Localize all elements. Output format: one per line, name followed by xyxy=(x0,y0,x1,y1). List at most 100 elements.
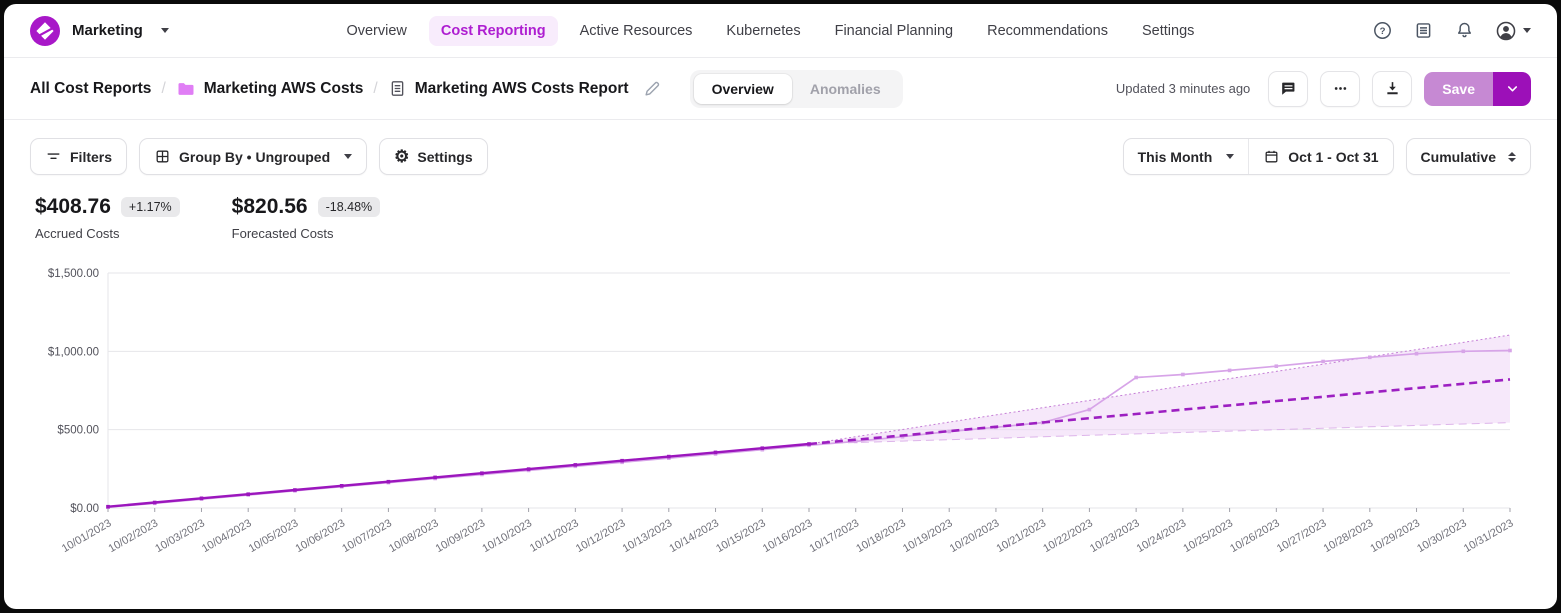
svg-text:10/28/2023: 10/28/2023 xyxy=(1322,517,1376,555)
grid-icon xyxy=(156,150,169,163)
nav-item-recommendations[interactable]: Recommendations xyxy=(987,22,1108,39)
svg-text:$500.00: $500.00 xyxy=(57,425,99,437)
date-range-label: Oct 1 - Oct 31 xyxy=(1288,148,1379,165)
cost-chart-canvas: $0.00 $500.00 $1,000.00 $1,500.00 10/01/2023… xyxy=(48,268,1516,555)
breadcrumb-separator: / xyxy=(373,79,378,97)
tab-overview[interactable]: Overview xyxy=(693,73,792,104)
svg-text:10/10/2023: 10/10/2023 xyxy=(480,517,534,555)
app-window: Marketing Overview Cost Reporting Active… xyxy=(4,4,1557,609)
filters-button[interactable]: Filters xyxy=(30,138,128,175)
filter-icon xyxy=(47,153,60,159)
period-select[interactable]: This Month xyxy=(1124,139,1249,174)
document-icon xyxy=(1416,23,1431,38)
svg-text:10/07/2023: 10/07/2023 xyxy=(340,517,394,555)
svg-text:$1,500.00: $1,500.00 xyxy=(48,268,99,280)
rename-report-button[interactable] xyxy=(643,79,662,98)
nav-item-overview[interactable]: Overview xyxy=(346,22,407,39)
svg-text:10/15/2023: 10/15/2023 xyxy=(714,517,768,555)
period-label: This Month xyxy=(1137,148,1213,165)
svg-text:10/29/2023: 10/29/2023 xyxy=(1368,517,1422,555)
svg-text:10/27/2023: 10/27/2023 xyxy=(1275,517,1329,555)
nav-item-kubernetes[interactable]: Kubernetes xyxy=(726,22,801,39)
chevron-down-icon xyxy=(1523,28,1531,33)
nav-item-active-resources[interactable]: Active Resources xyxy=(579,22,693,39)
chart-toolbar: Filters Group By • Ungrouped ⚙ Settings … xyxy=(4,120,1557,175)
docs-button[interactable] xyxy=(1413,20,1434,41)
calendar-icon xyxy=(1265,150,1278,163)
vantage-logo-icon xyxy=(30,15,60,46)
up-down-arrows-icon xyxy=(1508,151,1516,162)
org-switcher[interactable]: Marketing xyxy=(30,15,169,46)
report-header-actions: Updated 3 minutes ago xyxy=(1116,70,1531,107)
svg-text:10/25/2023: 10/25/2023 xyxy=(1181,517,1235,555)
download-icon xyxy=(1387,82,1398,95)
breadcrumb-separator: / xyxy=(161,79,166,97)
svg-text:10/31/2023: 10/31/2023 xyxy=(1462,517,1516,555)
chevron-down-icon xyxy=(160,28,169,33)
comments-button[interactable] xyxy=(1268,70,1309,107)
chevron-down-icon xyxy=(1507,86,1517,92)
ellipsis-icon xyxy=(1334,87,1346,90)
help-icon: ? xyxy=(1374,22,1391,39)
nav-item-financial-planning[interactable]: Financial Planning xyxy=(834,22,954,39)
svg-text:10/01/2023: 10/01/2023 xyxy=(60,517,114,555)
group-by-label: Group By • Ungrouped xyxy=(179,148,331,165)
svg-text:10/30/2023: 10/30/2023 xyxy=(1415,517,1469,555)
svg-text:10/02/2023: 10/02/2023 xyxy=(107,517,161,555)
group-by-button[interactable]: Group By • Ungrouped xyxy=(139,138,368,175)
tab-anomalies[interactable]: Anomalies xyxy=(809,80,881,97)
nav-item-cost-reporting[interactable]: Cost Reporting xyxy=(428,15,558,46)
svg-text:10/04/2023: 10/04/2023 xyxy=(200,517,254,555)
download-button[interactable] xyxy=(1372,70,1413,107)
chevron-down-icon xyxy=(344,154,353,159)
breadcrumb-all-cost-reports[interactable]: All Cost Reports xyxy=(30,79,152,97)
pencil-icon xyxy=(645,81,659,96)
save-button[interactable]: Save xyxy=(1424,71,1493,106)
folder-icon xyxy=(178,82,194,95)
date-controls: This Month Oct 1 - Oct 31 xyxy=(1122,138,1394,175)
nav-item-settings[interactable]: Settings xyxy=(1142,22,1195,39)
more-actions-button[interactable] xyxy=(1320,70,1361,107)
aggregation-mode-label: Cumulative xyxy=(1420,148,1496,165)
breadcrumb-report-label: Marketing AWS Costs Report xyxy=(414,79,629,97)
settings-button[interactable]: ⚙ Settings xyxy=(379,138,488,175)
avatar-icon xyxy=(1496,21,1516,40)
breadcrumb-folder[interactable]: Marketing AWS Costs xyxy=(176,79,363,99)
report-header: All Cost Reports / Marketing AWS Costs /… xyxy=(4,58,1557,120)
settings-label: Settings xyxy=(417,148,473,165)
filters-label: Filters xyxy=(70,148,113,165)
svg-text:10/09/2023: 10/09/2023 xyxy=(434,517,488,555)
svg-text:10/08/2023: 10/08/2023 xyxy=(387,517,441,555)
toolbar-left: Filters Group By • Ungrouped ⚙ Settings xyxy=(30,138,488,175)
metric-forecasted-costs: $820.56 -18.48% Forecasted Costs xyxy=(231,195,381,241)
svg-text:10/16/2023: 10/16/2023 xyxy=(761,517,815,555)
account-menu[interactable] xyxy=(1495,20,1531,42)
svg-text:10/24/2023: 10/24/2023 xyxy=(1135,517,1189,555)
navbar-actions: ? xyxy=(1372,20,1531,42)
save-options-button[interactable] xyxy=(1493,71,1531,106)
report-view-tabs: Overview Anomalies xyxy=(689,69,903,108)
breadcrumb: All Cost Reports / Marketing AWS Costs /… xyxy=(30,79,662,99)
date-range-button[interactable]: Oct 1 - Oct 31 xyxy=(1248,139,1392,174)
help-button[interactable]: ? xyxy=(1372,20,1393,41)
breadcrumb-report[interactable]: Marketing AWS Costs Report xyxy=(388,79,629,98)
svg-text:10/12/2023: 10/12/2023 xyxy=(574,517,628,555)
metric-accrued-costs: $408.76 +1.17% Accrued Costs xyxy=(35,195,180,241)
svg-text:10/05/2023: 10/05/2023 xyxy=(247,517,301,555)
accrued-costs-delta-badge: +1.17% xyxy=(120,197,180,217)
svg-text:10/03/2023: 10/03/2023 xyxy=(153,517,207,555)
forecasted-costs-delta-badge: -18.48% xyxy=(317,197,381,217)
gear-icon: ⚙ xyxy=(394,147,410,166)
chevron-down-icon xyxy=(1226,154,1235,159)
svg-text:10/20/2023: 10/20/2023 xyxy=(948,517,1002,555)
notifications-button[interactable] xyxy=(1454,20,1475,41)
svg-text:10/22/2023: 10/22/2023 xyxy=(1041,517,1095,555)
aggregation-mode-select[interactable]: Cumulative xyxy=(1405,138,1531,175)
comment-icon xyxy=(1281,82,1295,95)
top-navbar: Marketing Overview Cost Reporting Active… xyxy=(4,4,1557,58)
forecasted-costs-value: $820.56 xyxy=(231,195,308,218)
svg-text:10/17/2023: 10/17/2023 xyxy=(808,517,862,555)
bell-icon xyxy=(1457,22,1472,38)
toolbar-right: This Month Oct 1 - Oct 31 Cumulative xyxy=(1122,138,1531,175)
accrued-costs-value: $408.76 xyxy=(35,195,111,218)
